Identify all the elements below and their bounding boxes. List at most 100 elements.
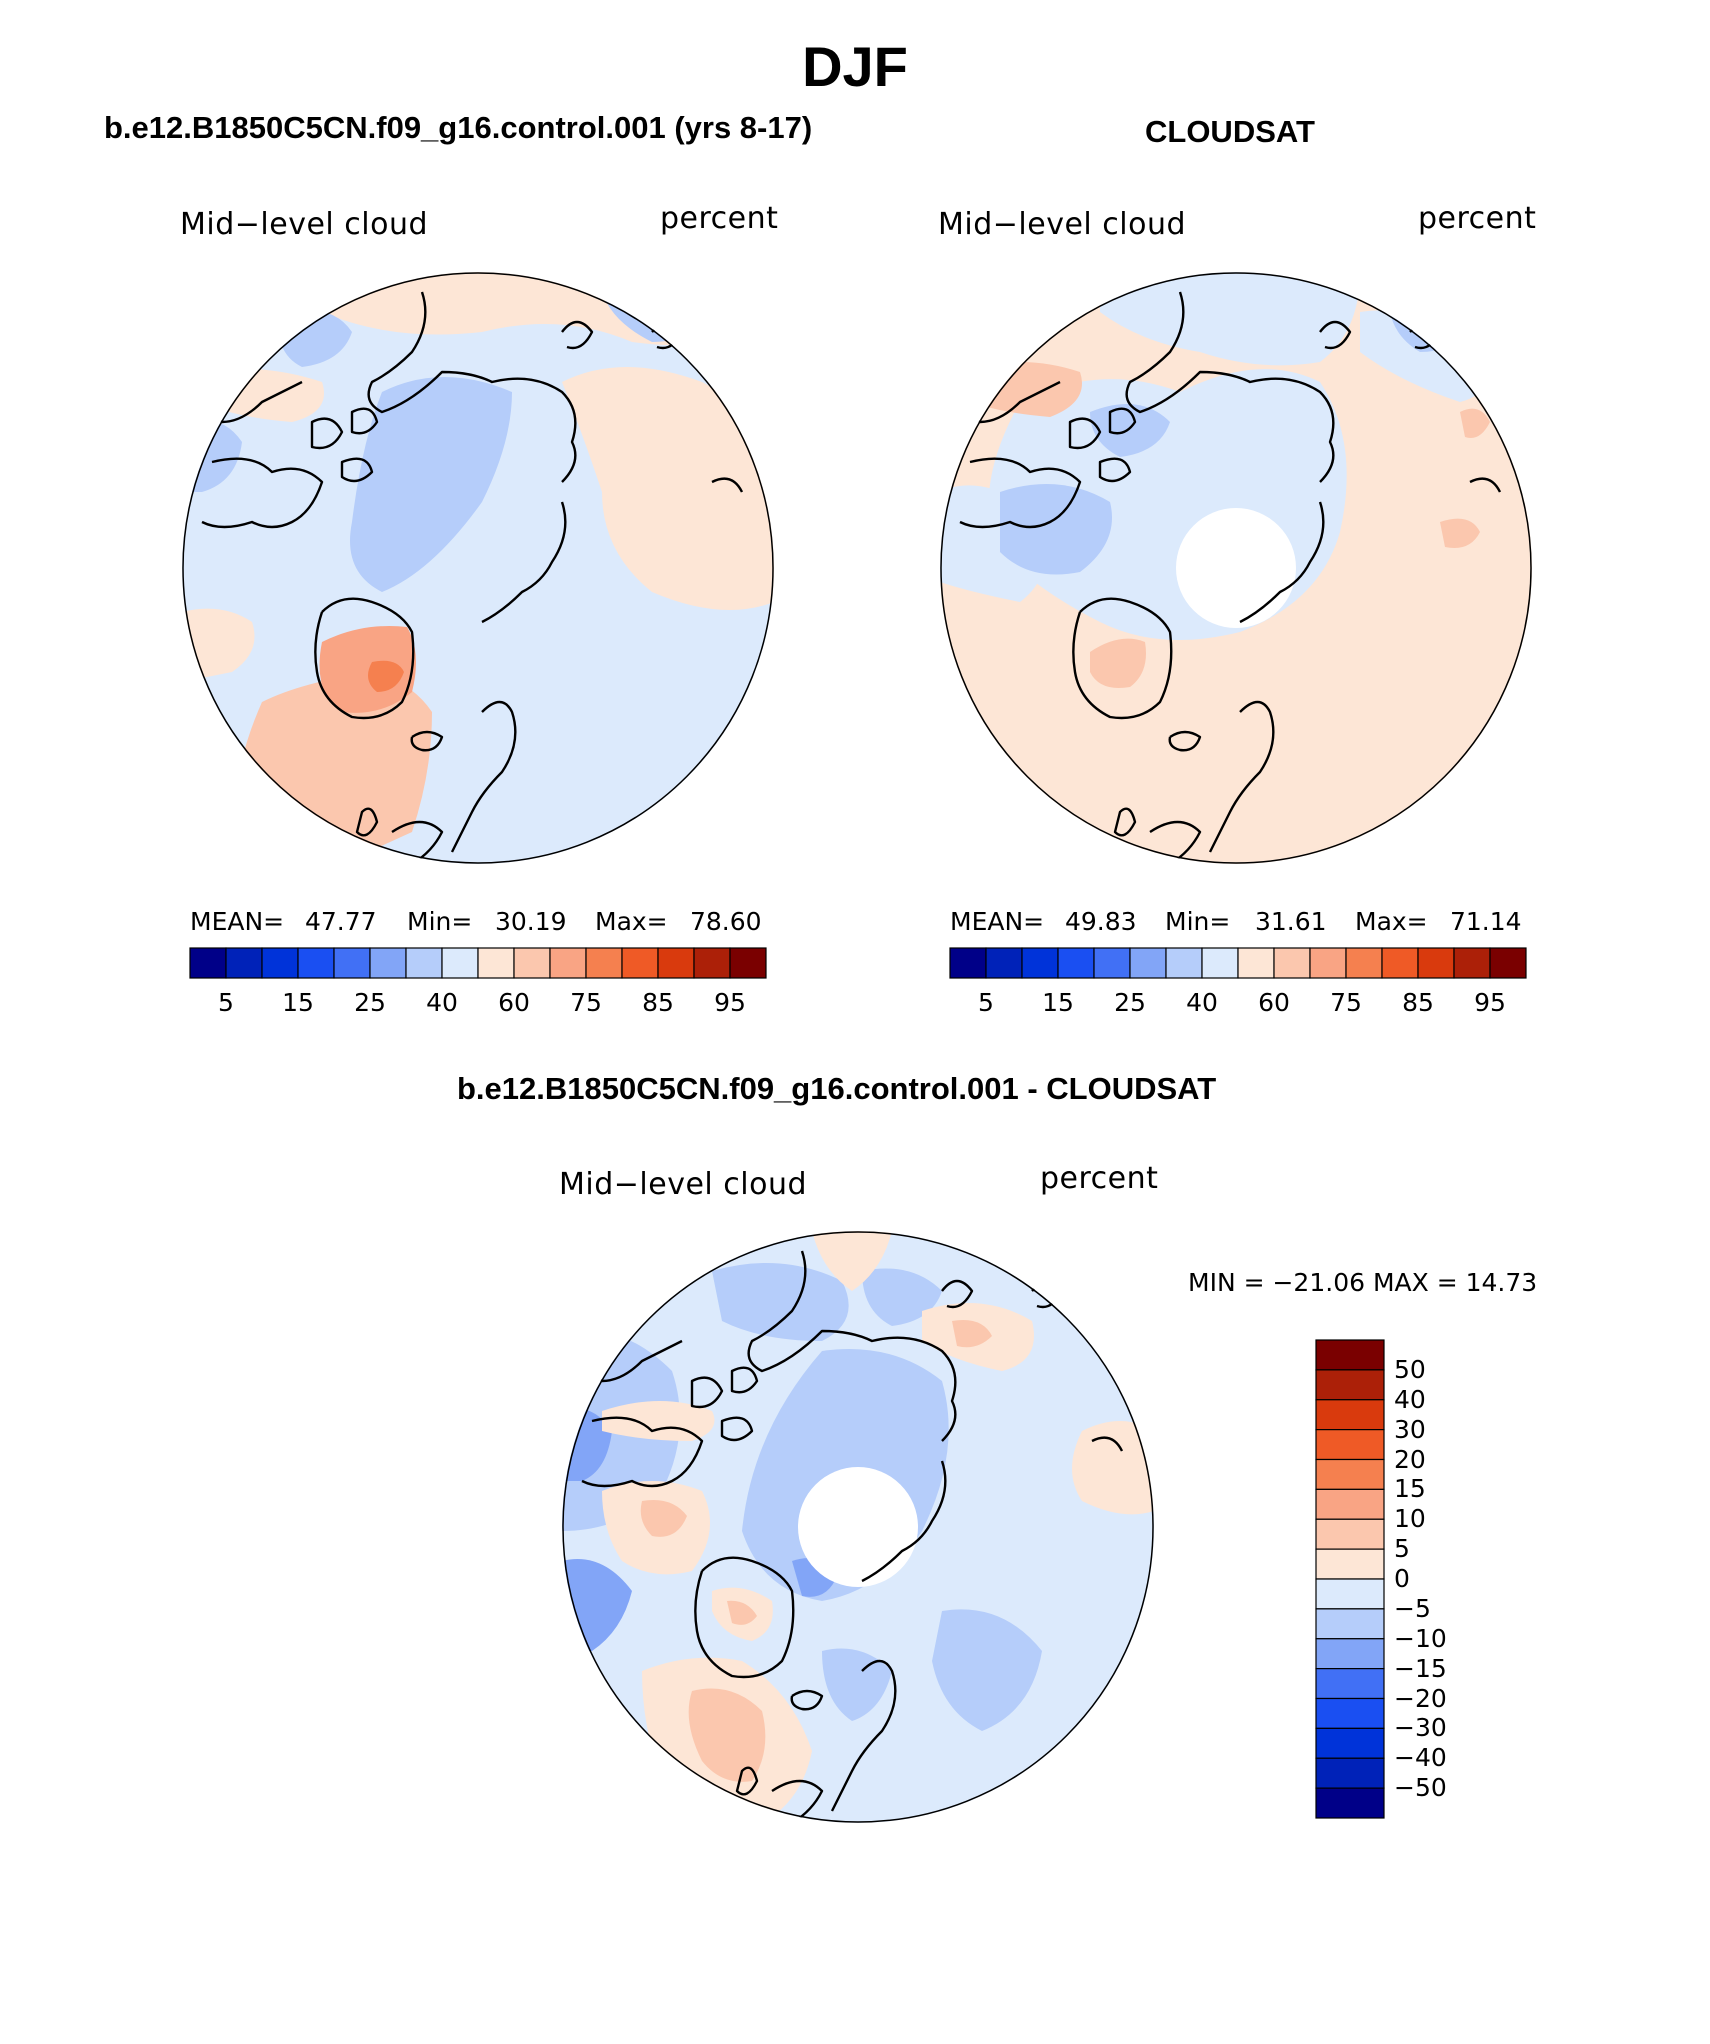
model-min-value: 30.19 (495, 907, 567, 936)
obs-colorbar-tick-label: 75 (1330, 988, 1362, 1017)
model-panel-title: b.e12.B1850C5CN.f09_g16.control.001 (yrs… (104, 110, 813, 145)
model-east-orange (562, 367, 774, 610)
model-coast-kamchatka (561, 320, 594, 350)
obs-east-orange (1460, 408, 1490, 438)
diff-colorbar (1315, 1339, 1385, 1819)
diff-north-orange (812, 1231, 892, 1291)
obs-colorbar-box (1345, 947, 1383, 979)
diff-colorbar-box (1315, 1787, 1385, 1819)
model-coast-greenland (314, 597, 415, 720)
model-colorbar-box (585, 947, 623, 979)
diff-colorbar-box (1315, 1429, 1385, 1461)
obs-map-border (940, 272, 1532, 864)
obs-colorbar-tick-label: 60 (1258, 988, 1290, 1017)
model-variable-label: Mid−level cloud (180, 207, 429, 242)
model-coast-siberia (481, 501, 567, 624)
obs-coast-arctic-islands (1068, 407, 1137, 483)
obs-coast-canada (959, 457, 1082, 529)
model-colorbar-box (297, 947, 335, 979)
diff-coast-scandinavia (830, 1659, 897, 1812)
diff-colorbar-tick-label: 20 (1394, 1444, 1426, 1474)
obs-coast-europe (1149, 820, 1202, 864)
obs-colorbar-box (985, 947, 1023, 979)
model-colorbar-box (369, 947, 407, 979)
obs-mean-label: MEAN= (950, 907, 1045, 936)
model-colorbar-tick-label: 5 (218, 988, 234, 1017)
diff-colorbar-tick-label: 5 (1394, 1534, 1410, 1564)
diff-colorbar-box (1315, 1548, 1385, 1580)
model-mean-label: MEAN= (190, 907, 285, 936)
model-coast-scandinavia (450, 700, 517, 853)
obs-coast-asia (1125, 291, 1335, 483)
obs-colorbar-box (1057, 947, 1095, 979)
diff-coast-europe (771, 1779, 824, 1823)
obs-canada-blue (1000, 484, 1112, 575)
diff-colorbar-tick-label: 40 (1394, 1384, 1426, 1414)
diff-colorbar-tick-label: −5 (1394, 1593, 1431, 1623)
obs-colorbar-box (1489, 947, 1527, 979)
obs-coast-uk (1113, 807, 1137, 837)
model-colorbar-box (729, 947, 767, 979)
model-polar-map (182, 272, 774, 864)
obs-colorbar-box (1453, 947, 1491, 979)
diff-southeast-blue (932, 1609, 1042, 1731)
model-greenland-orange (319, 626, 416, 713)
model-units-label: percent (660, 201, 779, 236)
model-coast-europe (391, 820, 444, 864)
diff-minmax-text: MIN = −21.06 MAX = 14.73 (1188, 1268, 1538, 1297)
obs-missing-polar-cap (1176, 508, 1296, 628)
diff-colorbar-box (1315, 1757, 1385, 1789)
diff-colorbar-tick-label: 30 (1394, 1414, 1426, 1444)
diff-atlantic-orange2 (688, 1688, 766, 1782)
diff-coast-iceland (790, 1689, 824, 1711)
diff-polar-map (562, 1231, 1154, 1823)
diff-colorbar-box (1315, 1697, 1385, 1729)
model-coast-canada (201, 457, 324, 529)
obs-coast-bering (1469, 477, 1502, 493)
model-colorbar-tick-label: 95 (714, 988, 746, 1017)
model-colorbar-box (333, 947, 371, 979)
model-mean-value: 47.77 (305, 907, 377, 936)
diff-east-orange (1072, 1421, 1154, 1515)
diff-colorbar-tick-label: −50 (1394, 1773, 1447, 1803)
model-colorbar-tick-label: 60 (498, 988, 530, 1017)
diff-coast-siberia (861, 1460, 947, 1583)
diff-colorbar-tick-label: −40 (1394, 1743, 1447, 1773)
model-colorbar-box (405, 947, 443, 979)
diff-colorbar-box (1315, 1578, 1385, 1610)
model-colorbar-tick-label: 85 (642, 988, 674, 1017)
diff-canada-orange2 (640, 1500, 687, 1537)
diff-units-label: percent (1040, 1161, 1159, 1196)
diff-colorbar-box (1315, 1727, 1385, 1759)
diff-colorbar-labels: 50 40 30 20 15 10 5 0 −5 −10 −15 −20 −30 −40 −50 (1394, 1340, 1514, 1818)
obs-colorbar-box (949, 947, 987, 979)
diff-coast-uk (735, 1766, 759, 1796)
obs-colorbar-labels: 5 15 25 40 60 75 85 95 (950, 988, 1526, 1018)
obs-colorbar-tick-label: 85 (1402, 988, 1434, 1017)
diff-colorbar-box (1315, 1668, 1385, 1700)
model-colorbar-tick-label: 25 (354, 988, 386, 1017)
model-colorbar-box (261, 947, 299, 979)
model-map-border (182, 272, 774, 864)
model-colorbar (189, 947, 767, 979)
diff-missing-polar-cap (798, 1467, 918, 1587)
diff-colorbar-tick-label: −20 (1394, 1683, 1447, 1713)
obs-colorbar-box (1417, 947, 1455, 979)
model-colorbar-box (441, 947, 479, 979)
diff-colorbar-box (1315, 1458, 1385, 1490)
diff-south-blue (822, 1648, 892, 1721)
diff-colorbar-tick-label: 0 (1394, 1564, 1410, 1593)
diff-map-border (562, 1231, 1154, 1823)
obs-sibera-orange (1440, 518, 1480, 548)
obs-colorbar-box (1093, 947, 1131, 979)
model-colorbar-box (657, 947, 695, 979)
diff-coast-arctic-islands (690, 1366, 759, 1442)
model-coast-asia (367, 291, 577, 483)
diff-colorbar-box (1315, 1518, 1385, 1550)
obs-coast-kamchatka (1319, 320, 1352, 350)
model-max-value: 78.60 (690, 907, 762, 936)
diff-coast-kamchatka (941, 1279, 974, 1309)
obs-colorbar-tick-label: 40 (1186, 988, 1218, 1017)
diff-coast-bering (1091, 1436, 1124, 1452)
obs-colorbar-tick-label: 25 (1114, 988, 1146, 1017)
